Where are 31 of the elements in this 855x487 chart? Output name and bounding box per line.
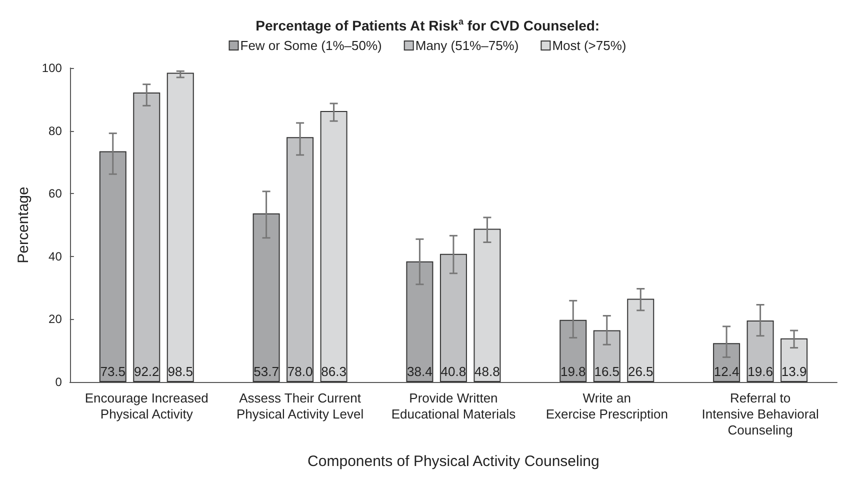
data-label: 48.8 [474,364,500,379]
data-label: 12.4 [714,364,740,379]
data-label: 53.7 [254,364,279,379]
y-tick-label: 80 [48,124,62,138]
data-label: 92.2 [134,364,160,379]
x-tick-label: Referral to Intensive Behavioral Counseling [702,390,819,438]
x-tick-label: Write an Exercise Prescription [546,390,668,422]
data-label: 73.5 [100,364,126,379]
x-axis-title: Components of Physical Activity Counseling [308,453,600,470]
data-label: 86.3 [321,364,346,379]
x-tick-label: Assess Their Current Physical Activity Level [236,390,364,422]
x-tick-label: Provide Written Educational Materials [391,390,516,422]
y-tick-label: 100 [42,61,62,75]
data-label: 40.8 [440,364,466,379]
y-tick-label: 0 [55,375,62,389]
y-axis-title: Percentage [15,186,32,264]
y-tick-label: 60 [48,186,62,201]
legend-label: Most (>75%) [552,38,626,53]
data-label: 13.9 [781,364,807,379]
data-label: 16.5 [594,364,620,379]
data-label: 38.4 [407,364,432,379]
y-tick-label: 40 [48,249,62,264]
legend-label: Many (51%–75%) [415,38,519,53]
data-label: 19.6 [748,364,773,379]
legend-label: Few or Some (1%–50%) [240,38,382,53]
x-tick-label: Encourage Increased Physical Activity [84,390,208,422]
data-label: 98.5 [168,364,194,379]
data-label: 78.0 [287,364,313,379]
data-label: 19.8 [560,364,586,379]
data-label: 26.5 [628,364,654,379]
y-tick-label: 20 [48,312,62,326]
